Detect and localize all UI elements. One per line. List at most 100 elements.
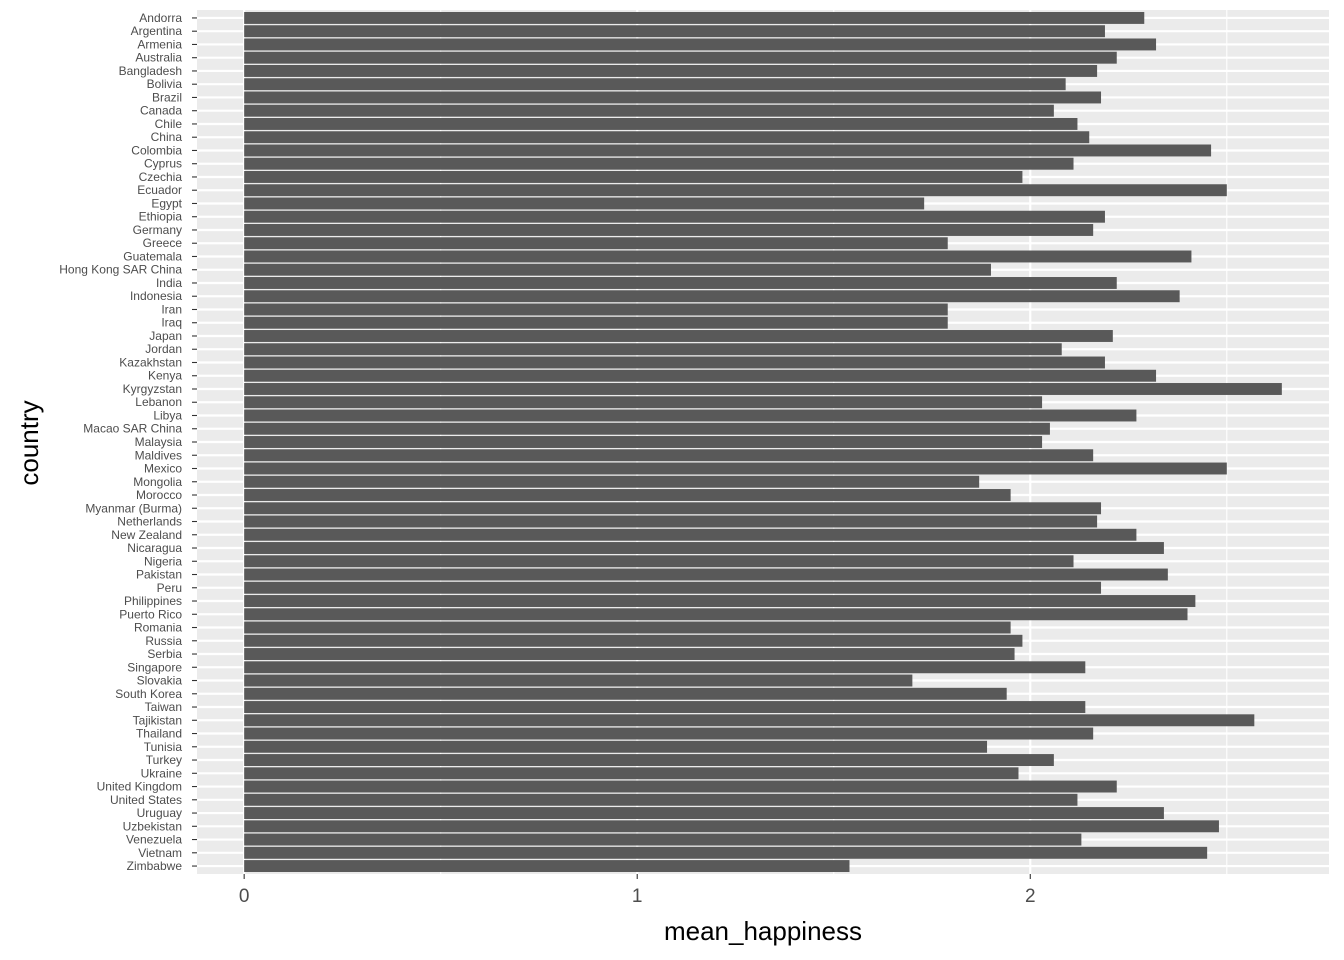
- bar: [244, 515, 1098, 528]
- y-tick-label: Andorra: [139, 11, 182, 25]
- bar: [244, 661, 1086, 674]
- bar: [244, 502, 1102, 515]
- y-tick-label: Nicaragua: [127, 541, 182, 555]
- bar: [244, 171, 1023, 183]
- y-tick-label: Bangladesh: [119, 64, 182, 78]
- bar: [244, 648, 1015, 660]
- y-tick-label: Mongolia: [133, 475, 182, 489]
- bar: [244, 316, 948, 329]
- bar: [244, 833, 1082, 846]
- bar: [244, 157, 1074, 170]
- bar: [244, 608, 1188, 621]
- y-tick-label: Germany: [133, 223, 182, 237]
- y-tick-label: Bolivia: [147, 77, 183, 91]
- y-tick-label: Chile: [155, 117, 183, 131]
- y-tick-label: Armenia: [137, 37, 182, 51]
- bar: [244, 356, 1105, 369]
- bar: [244, 64, 1098, 77]
- y-tick-label: Morocco: [136, 488, 182, 502]
- bar: [244, 674, 913, 687]
- y-axis-title: country: [14, 400, 44, 485]
- bar: [244, 144, 1212, 157]
- y-tick-label: Peru: [157, 581, 182, 595]
- y-tick-label: Iran: [161, 302, 182, 316]
- bar: [244, 303, 948, 316]
- y-tick-label: Uzbekistan: [123, 819, 182, 833]
- y-tick-label: United States: [110, 793, 182, 807]
- bar: [244, 581, 1102, 594]
- y-tick-label: Macao SAR China: [83, 422, 182, 436]
- bar: [244, 104, 1054, 117]
- y-tick-label: Turkey: [146, 753, 182, 767]
- y-tick-label: Pakistan: [136, 568, 182, 582]
- y-tick-label: Serbia: [147, 647, 182, 661]
- y-tick-label: Kyrgyzstan: [123, 382, 182, 396]
- y-tick-label: Kenya: [148, 369, 182, 383]
- bar: [244, 422, 1050, 435]
- bar: [244, 409, 1137, 422]
- y-tick-label: Myanmar (Burma): [85, 501, 182, 515]
- y-tick-label: Slovakia: [137, 674, 183, 688]
- bar: [244, 330, 1113, 342]
- y-tick-label: New Zealand: [111, 528, 182, 542]
- bar: [244, 568, 1168, 581]
- y-tick-label: Taiwan: [145, 700, 182, 714]
- y-tick-label: Czechia: [139, 170, 183, 184]
- y-tick-label: Russia: [145, 634, 182, 648]
- bar: [244, 634, 1023, 647]
- y-tick-label: China: [151, 130, 183, 144]
- y-tick-label: Kazakhstan: [119, 355, 182, 369]
- y-tick-label: Romania: [134, 621, 182, 635]
- y-tick-label: Netherlands: [117, 515, 182, 529]
- x-tick-label: 0: [239, 886, 250, 907]
- bar: [244, 237, 948, 250]
- bar: [244, 727, 1094, 740]
- bar: [244, 687, 1007, 700]
- y-tick-label: Puerto Rico: [119, 607, 182, 621]
- bar: [244, 714, 1255, 727]
- y-tick-label: Iraq: [161, 316, 182, 330]
- bar: [244, 277, 1117, 289]
- y-tick-label: Brazil: [152, 90, 182, 104]
- bar: [244, 767, 1019, 780]
- bar: [244, 807, 1164, 820]
- y-tick-label: Malaysia: [135, 435, 183, 449]
- y-tick-label: Ethiopia: [139, 210, 183, 224]
- y-tick-label: Maldives: [135, 448, 182, 462]
- bar: [244, 250, 1192, 263]
- y-tick-label: Philippines: [124, 594, 182, 608]
- y-tick-label: Hong Kong SAR China: [59, 263, 182, 277]
- y-tick-label: Singapore: [127, 660, 182, 674]
- bar: [244, 701, 1086, 713]
- bar: [244, 224, 1094, 236]
- bar: [244, 475, 980, 488]
- bar: [244, 343, 1062, 356]
- bar: [244, 383, 1282, 395]
- y-tick-label: Tajikistan: [133, 713, 182, 727]
- bars: [244, 11, 1282, 873]
- y-tick-label: Egypt: [151, 196, 182, 210]
- bar: [244, 197, 925, 210]
- bar: [244, 793, 1078, 806]
- y-tick-label: Lebanon: [135, 395, 182, 409]
- bar: [244, 118, 1078, 130]
- x-tick-label: 1: [632, 886, 643, 907]
- bar: [244, 131, 1090, 144]
- bar: [244, 555, 1074, 568]
- bar: [244, 489, 1011, 501]
- y-tick-label: Greece: [143, 236, 183, 250]
- y-tick-label: Vietnam: [138, 846, 182, 860]
- y-tick-label: Libya: [153, 408, 182, 422]
- x-axis-title: mean_happiness: [664, 916, 862, 946]
- bar: [244, 820, 1219, 833]
- y-tick-label: United Kingdom: [97, 780, 182, 794]
- y-axis: ZimbabweVietnamVenezuelaUzbekistanUrugua…: [59, 11, 197, 873]
- bar: [244, 11, 1145, 24]
- y-tick-label: Uruguay: [137, 806, 182, 820]
- bar: [244, 449, 1094, 462]
- y-tick-label: Ecuador: [137, 183, 182, 197]
- y-tick-label: South Korea: [115, 687, 182, 701]
- y-tick-label: Zimbabwe: [127, 859, 183, 873]
- bar: [244, 369, 1157, 382]
